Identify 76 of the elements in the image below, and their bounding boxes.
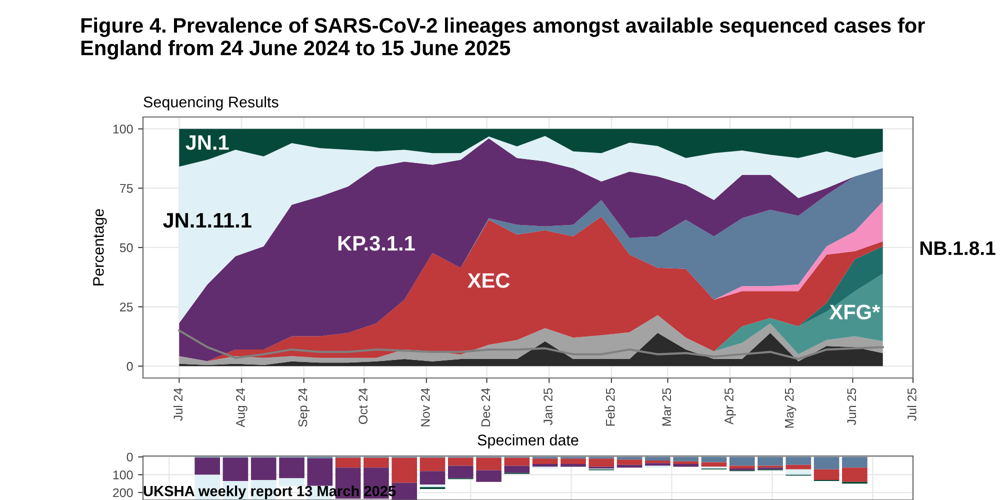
bar	[786, 456, 812, 465]
bar	[729, 466, 755, 468]
x-tick-label: Dec 24	[481, 388, 490, 426]
bar	[588, 458, 614, 467]
bar	[364, 458, 389, 468]
bar	[532, 458, 558, 464]
bar	[673, 456, 698, 462]
series-label: XFG*	[829, 304, 880, 320]
bar	[420, 471, 446, 484]
bar	[786, 464, 812, 470]
bar	[814, 469, 840, 480]
bar	[758, 456, 783, 466]
bar	[701, 462, 727, 467]
bar	[673, 461, 698, 464]
x-tick-label: Jul 24	[173, 388, 183, 421]
x-axis-title: Specimen date	[478, 434, 578, 449]
bar	[560, 458, 586, 464]
series-label: KP.3.1.1	[338, 236, 415, 251]
bar	[616, 460, 642, 465]
bar	[645, 456, 670, 460]
series-label: XEC	[468, 273, 510, 288]
bar	[476, 458, 502, 470]
bar	[673, 464, 698, 467]
x-tick-label: Mar 25	[662, 388, 672, 426]
bar	[250, 458, 276, 480]
bar	[476, 470, 502, 482]
y-tick-label: 100	[113, 124, 133, 134]
bar	[504, 458, 530, 466]
y-tick-label: 100	[113, 470, 133, 480]
bar	[786, 469, 812, 475]
chart-title: Figure 4. Prevalence of SARS-CoV-2 lineages amongst available sequenced cases for England from 24 June 2024 to 15 June 2025	[81, 18, 925, 60]
x-tick-label: Nov 24	[420, 388, 430, 426]
bar	[560, 464, 586, 467]
bar	[335, 458, 361, 468]
y-tick-label: 50	[120, 243, 133, 252]
x-tick-label: Oct 24	[358, 388, 368, 424]
x-tick-label: Jun 25	[847, 388, 856, 426]
y-tick-label: 200	[113, 488, 133, 498]
bar	[504, 466, 530, 473]
x-tick-label: Sep 24	[298, 388, 310, 427]
series-label: JN.1.11.1	[163, 213, 252, 228]
bar	[729, 456, 755, 466]
bar	[392, 458, 418, 483]
series-label: NB.1.8.1	[920, 241, 996, 256]
chart-subtitle: Sequencing Results	[144, 96, 278, 110]
bar	[222, 458, 248, 481]
bar	[842, 456, 868, 468]
bar	[448, 466, 474, 478]
x-tick-label: Apr 25	[724, 388, 736, 425]
bar	[814, 456, 840, 470]
y-tick-label: 0	[126, 452, 133, 462]
x-tick-label: Feb 25	[606, 388, 615, 426]
bar	[616, 464, 642, 468]
bar	[701, 456, 727, 462]
bar	[645, 460, 670, 464]
x-tick-label: Jul 25	[907, 388, 916, 421]
bar	[420, 458, 446, 472]
y-tick-label: 25	[120, 302, 133, 312]
x-tick-label: May 25	[784, 388, 796, 428]
bar	[448, 458, 474, 466]
bar	[616, 456, 642, 460]
bar	[279, 458, 304, 478]
series-label: JN.1	[186, 135, 229, 150]
x-tick-label: Aug 24	[236, 388, 248, 428]
bar	[194, 458, 220, 475]
bar	[842, 468, 868, 482]
y-tick-label: 0	[126, 362, 133, 371]
bar	[645, 463, 670, 466]
bar	[420, 484, 446, 488]
bar	[532, 464, 558, 467]
y-axis-title: Percentage	[93, 209, 107, 286]
x-tick-label: Jan 25	[544, 388, 552, 426]
line-series	[178, 330, 884, 360]
y-tick-label: 75	[120, 184, 133, 193]
bar	[279, 478, 304, 486]
bar	[307, 458, 333, 486]
